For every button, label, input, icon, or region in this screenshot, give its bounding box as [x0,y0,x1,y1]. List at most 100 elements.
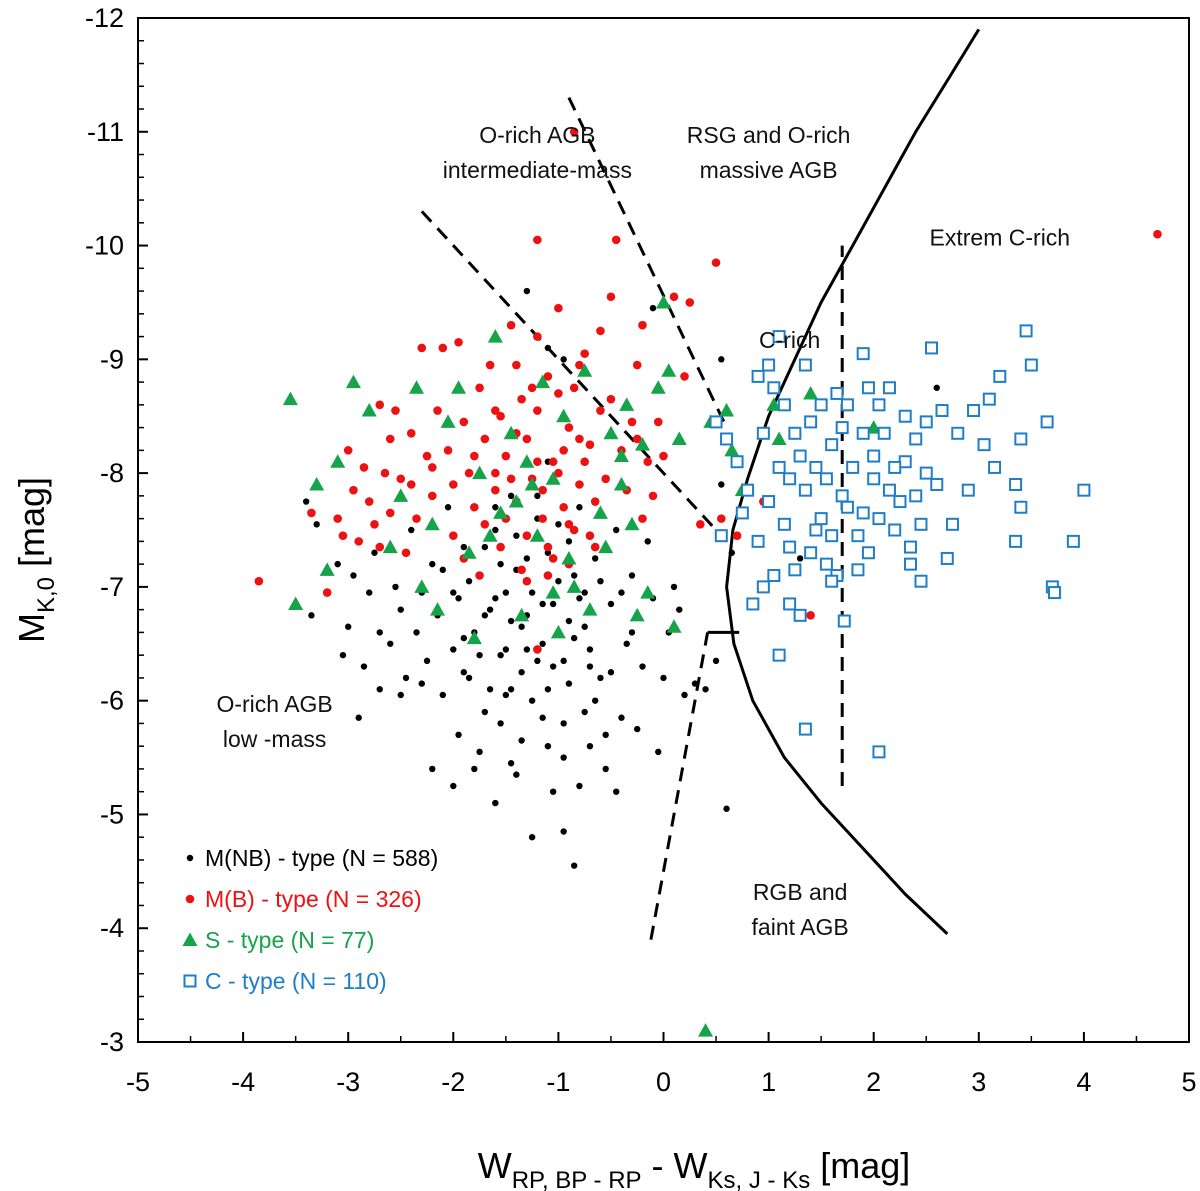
data-point [487,329,503,343]
region-label: C-rich [759,327,820,353]
data-point [491,406,500,415]
data-point [735,506,749,520]
data-point [804,415,818,429]
data-point [375,542,385,552]
region-labels: O-rich AGB intermediate-mass RSG and O-ric… [216,122,1070,940]
data-point [548,554,558,563]
y-tick-label: -3 [100,1027,124,1057]
data-point [806,611,815,620]
data-point [361,403,377,417]
data-point [254,576,264,586]
x-tick-label: 1 [761,1067,776,1097]
data-point [819,557,833,571]
data-point [408,526,415,534]
data-point [659,451,668,461]
data-point [559,502,568,512]
data-point [528,834,536,841]
data-point [719,403,735,417]
data-point [851,563,865,577]
data-point [698,1023,714,1037]
data-point [586,646,594,653]
data-point [460,634,468,642]
data-point [741,483,755,497]
data-point [712,657,720,665]
data-point [486,686,494,693]
legend-label: C - type (N = 110) [205,968,387,994]
data-point [819,472,833,486]
data-point [628,629,636,636]
data-point [560,657,567,665]
data-point [592,505,608,519]
data-point [313,521,320,528]
data-point [577,363,593,377]
data-point [506,320,516,330]
data-point [581,623,588,630]
data-point [459,417,469,427]
data-point [793,449,807,463]
data-point [534,492,541,500]
data-point [903,557,917,571]
data-point [501,451,511,461]
data-point [840,398,854,412]
data-point [545,585,561,599]
data-point [935,404,949,418]
data-point [518,669,525,676]
data-point [804,546,818,560]
data-point [449,480,458,489]
data-point [492,595,499,602]
data-point [543,542,553,552]
data-point [508,494,524,508]
data-point [308,612,315,619]
data-point [455,731,462,738]
series-m-nb-type [302,287,940,869]
x-tick-label: -3 [336,1067,360,1097]
data-point [560,356,567,363]
y-tick-label: -10 [85,231,124,261]
data-point [685,298,695,307]
data-point [846,460,860,474]
data-point [376,629,383,636]
x-tick-label: 2 [866,1067,881,1097]
data-point [638,514,647,523]
data-point [576,595,583,602]
legend-label: S - type (N = 77) [205,927,374,953]
data-point [345,623,352,630]
data-point [523,287,531,295]
data-point [450,782,457,790]
data-point [762,495,776,509]
data-point [655,748,662,756]
data-point [977,438,991,452]
data-point [450,646,457,653]
data-point [644,538,651,545]
data-point [503,425,519,440]
data-point [376,686,383,693]
data-point [535,374,551,389]
data-point [465,578,473,585]
data-point [424,516,440,531]
data-point [333,514,342,523]
data-point [560,720,567,727]
data-point [549,600,557,608]
region-label-line: O-rich AGB [216,691,332,717]
data-point [543,571,553,580]
data-point [385,434,395,444]
data-point [522,434,532,444]
data-point [455,595,462,602]
data-point [387,640,394,647]
data-point [433,406,442,415]
data-point [590,497,600,506]
data-point [466,630,482,645]
data-point [919,415,933,429]
data-point [470,451,479,461]
data-point [888,523,902,537]
data-point [603,425,619,440]
data-point [814,512,828,526]
data-point [629,607,645,622]
data-point [793,608,807,622]
data-point [502,646,510,653]
data-point [330,454,346,468]
data-point [534,657,541,665]
data-point [619,397,635,411]
region-label-line: C-rich [759,327,820,353]
data-point [543,372,553,381]
